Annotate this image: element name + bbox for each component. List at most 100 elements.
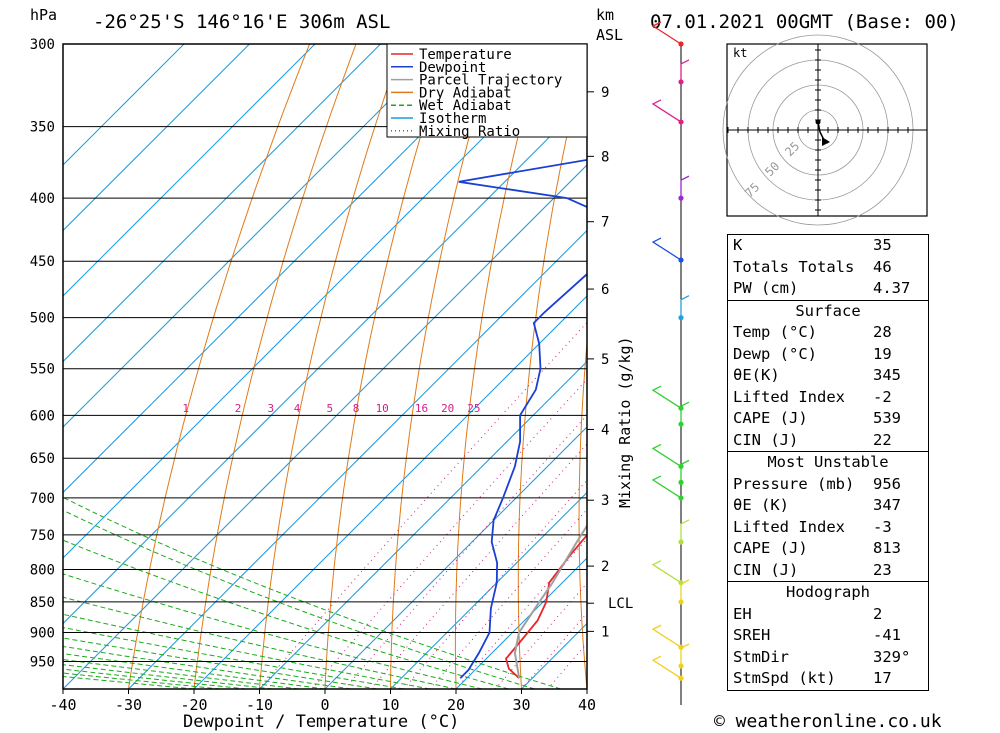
x-tick-label: -40	[49, 696, 76, 714]
asl-label: ASL	[596, 26, 623, 44]
surface-row: θE(K) 345	[733, 366, 901, 384]
legend-entry: Parcel Trajectory	[419, 73, 562, 89]
hodograph-row: EH 2	[733, 604, 883, 623]
most-unstable-row: Pressure (mb) 956	[733, 474, 901, 493]
series-dewpoint-line	[458, 133, 587, 679]
index-row-totals: Totals Totals 46	[733, 257, 892, 276]
x-tick-label: -10	[246, 696, 273, 714]
x-tick-label: -20	[180, 696, 207, 714]
isotherm-line	[259, 360, 587, 689]
pressure-tick-label: 300	[30, 37, 55, 53]
pressure-tick-label: 400	[30, 191, 55, 207]
legend-entry: Mixing Ratio	[419, 124, 520, 140]
pressure-tick-label: 900	[30, 626, 55, 642]
km-tick-label: 9	[601, 85, 609, 101]
dry-adiabat-line	[638, 44, 681, 689]
wind-barb	[680, 459, 690, 483]
date-title: 07.01.2021 00GMT (Base: 00)	[650, 11, 959, 33]
legend-entry: Isotherm	[419, 111, 486, 127]
y-unit-label: hPa	[30, 6, 57, 24]
dry-adiabat-line	[259, 44, 403, 689]
wind-barb	[651, 624, 682, 648]
pressure-tick-label: 950	[30, 655, 55, 671]
pressure-tick-label: 350	[30, 120, 55, 136]
pressure-tick-label: 750	[30, 528, 55, 544]
mixing-ratio-label: 16	[415, 402, 428, 415]
wet-adiabat-line	[63, 613, 430, 689]
km-tick-label: 6	[601, 282, 609, 298]
isotherm-line	[324, 426, 587, 689]
x-tick-label: 0	[320, 696, 329, 714]
wind-barb	[651, 655, 682, 679]
isotherm-line	[63, 44, 316, 297]
pressure-tick-label: 650	[30, 451, 55, 467]
mixing-ratio-label: 10	[376, 402, 389, 415]
wind-barb	[651, 475, 682, 499]
dry-adiabat-line	[128, 44, 311, 689]
legend-entry: Dry Adiabat	[419, 85, 512, 101]
credit-text: © weatheronline.co.uk	[714, 711, 942, 732]
km-tick-label: 4	[601, 422, 609, 438]
surface-row: CAPE (J) 539	[733, 409, 901, 427]
dry-adiabat-line	[324, 44, 450, 689]
km-label: km	[596, 6, 614, 24]
surface-row: Lifted Index -2	[733, 387, 892, 406]
pressure-tick-label: 800	[30, 562, 55, 578]
isotherm-line	[63, 44, 447, 428]
km-tick-label: 5	[601, 352, 609, 368]
km-tick-label: 3	[601, 493, 609, 509]
km-tick-label: 8	[601, 149, 609, 165]
hodograph-row: StmDir 329°	[733, 647, 911, 666]
wind-barb	[680, 59, 690, 82]
plot-frame	[62, 43, 588, 690]
wind-barb	[651, 560, 682, 584]
x-tick-label: -30	[115, 696, 142, 714]
x-tick-label: 40	[578, 696, 596, 714]
wet-adiabat-line	[63, 509, 535, 689]
mixing-ratio-label: 20	[441, 402, 454, 415]
wind-barb	[651, 237, 682, 261]
wind-barb	[651, 385, 682, 409]
dry-adiabat-line	[695, 44, 727, 689]
wind-profile	[651, 21, 690, 705]
surface-header: Surface	[728, 299, 928, 323]
surface-row: Temp (°C) 28	[733, 323, 892, 341]
km-tick-label: LCL	[608, 596, 633, 612]
most-unstable-row: CAPE (J) 813	[733, 539, 901, 557]
wind-barb	[651, 21, 682, 45]
series-parcel-trajectory-line	[513, 523, 587, 679]
pressure-tick-label: 850	[30, 595, 55, 611]
most-unstable-header: Most Unstable	[728, 451, 928, 474]
x-tick-label: 20	[447, 696, 465, 714]
hodograph-header: Hodograph	[728, 581, 928, 604]
most-unstable-row: Lifted Index -3	[733, 517, 892, 536]
location-title: -26°25'S 146°16'E 306m ASL	[93, 11, 390, 33]
mixing-ratio-label: 2	[235, 402, 242, 415]
isotherm-line	[455, 557, 587, 689]
isotherm-line	[63, 44, 250, 232]
wind-barb	[651, 99, 682, 123]
hodograph: kt 25 50 75	[722, 34, 928, 226]
index-row-k: K 35	[733, 236, 892, 254]
wind-barb	[651, 443, 682, 467]
hodograph-row: SREH -41	[733, 626, 901, 644]
mixing-ratio-label: 8	[353, 402, 360, 415]
wet-adiabat-line	[63, 573, 483, 689]
legend-entry: Temperature	[419, 47, 512, 63]
pressure-tick-label: 450	[30, 254, 55, 270]
surface-row: Dewp (°C) 19	[733, 344, 892, 363]
x-tick-label: 10	[381, 696, 399, 714]
x-axis-label: Dewpoint / Temperature (°C)	[183, 712, 459, 732]
wet-adiabat-line	[63, 596, 457, 689]
index-row-pw: PW (cm) 4.37	[733, 279, 911, 297]
isotherm-line	[128, 229, 587, 689]
wet-adiabat-line	[63, 496, 561, 689]
series-temperature-line	[505, 533, 587, 679]
isotherm-line	[63, 44, 381, 363]
mixing-ratio-label: 1	[182, 402, 189, 415]
legend-entry: Dewpoint	[419, 60, 486, 76]
wind-barb	[680, 401, 690, 425]
indices-table: K 35 Totals Totals 46 PW (cm) 4.37 Surface …	[727, 234, 929, 691]
